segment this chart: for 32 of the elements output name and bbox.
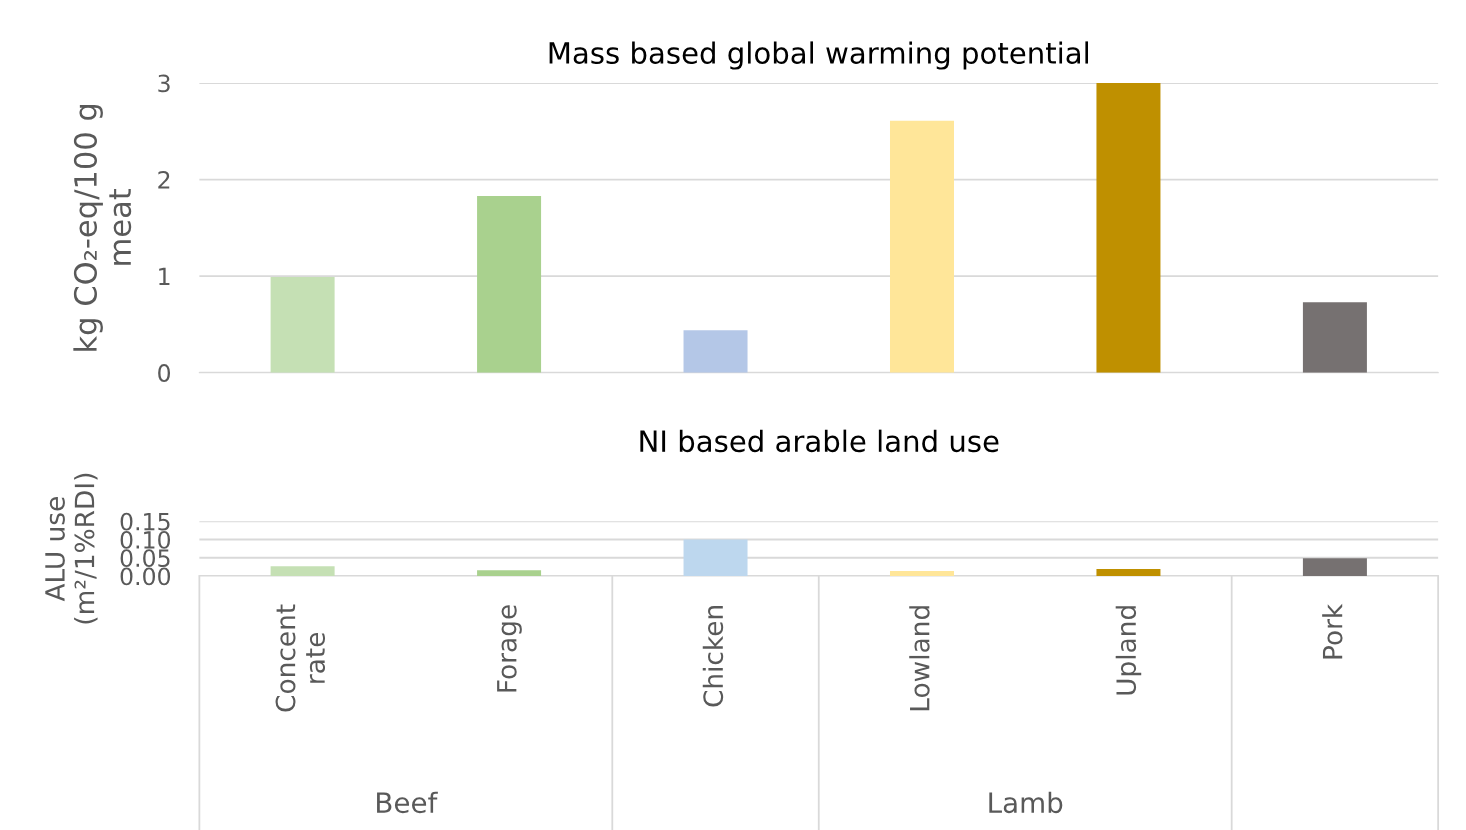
bar	[1096, 83, 1161, 373]
x-tick-label: Pork	[1322, 603, 1343, 659]
chart-title: Mass based global warming potential	[549, 41, 1089, 70]
bar	[889, 120, 954, 373]
text: Lamb	[989, 791, 1063, 814]
y-tick-label: 0.00	[120, 567, 171, 586]
bar	[270, 277, 335, 373]
y-tick-label: 3	[158, 74, 170, 93]
bar	[1302, 302, 1367, 373]
x-tick-label: Concentrate	[275, 604, 326, 712]
chart-title: NI based arable land use	[640, 429, 999, 453]
bar	[1302, 558, 1367, 577]
y-tick-label: 0.05	[120, 549, 170, 568]
y-tick-label: 0	[158, 364, 171, 382]
bar	[889, 570, 954, 577]
bar	[477, 570, 542, 577]
y-tick-label: 1	[159, 267, 170, 286]
y-tick-label: 0.15	[120, 512, 170, 531]
bar	[477, 195, 542, 373]
x-tick-label: Chicken	[702, 606, 724, 707]
bar	[270, 566, 335, 577]
y-axis-title: kg CO₂-eq/100 g meat	[73, 104, 132, 351]
x-tick-label: Forage	[497, 605, 522, 692]
bar	[683, 539, 748, 577]
text: Beef	[377, 791, 438, 814]
y-axis-title: ALU use (m²/1%RDI)	[45, 473, 98, 624]
x-tick-label: Upland	[1115, 606, 1142, 695]
x-tick-label: Lowland	[909, 606, 930, 711]
bar	[1096, 569, 1161, 577]
y-tick-label: 2	[158, 171, 170, 189]
bar	[683, 330, 748, 373]
y-tick-label: 0.10	[120, 530, 171, 549]
